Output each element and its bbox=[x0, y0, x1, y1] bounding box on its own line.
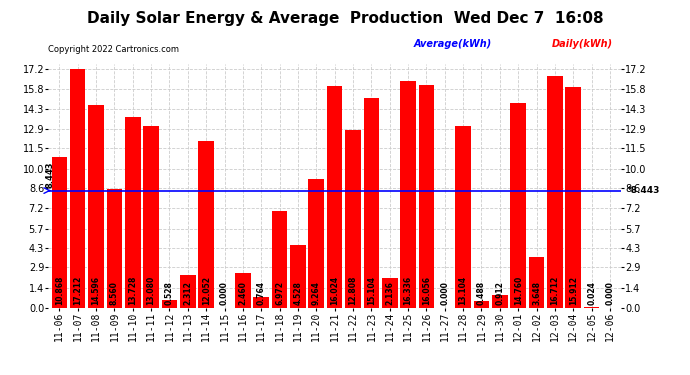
Text: 0.764: 0.764 bbox=[257, 281, 266, 305]
Bar bbox=[566, 87, 581, 308]
Bar bbox=[308, 179, 324, 308]
Text: 0.000: 0.000 bbox=[606, 282, 615, 305]
Bar bbox=[400, 81, 416, 308]
Text: 14.760: 14.760 bbox=[514, 276, 523, 305]
Bar bbox=[529, 257, 544, 307]
Text: 6.972: 6.972 bbox=[275, 281, 284, 305]
Bar bbox=[511, 103, 526, 308]
Text: *8.443: *8.443 bbox=[627, 186, 660, 195]
Text: 15.104: 15.104 bbox=[367, 276, 376, 305]
Text: 13.080: 13.080 bbox=[146, 276, 155, 305]
Text: 16.712: 16.712 bbox=[551, 276, 560, 305]
Bar bbox=[235, 273, 250, 308]
Bar bbox=[198, 141, 214, 308]
Bar bbox=[345, 130, 361, 308]
Text: 2.312: 2.312 bbox=[184, 281, 193, 305]
Text: 0.024: 0.024 bbox=[587, 282, 596, 305]
Text: 0.000: 0.000 bbox=[220, 282, 229, 305]
Bar bbox=[492, 295, 508, 307]
Text: Daily Solar Energy & Average  Production  Wed Dec 7  16:08: Daily Solar Energy & Average Production … bbox=[87, 11, 603, 26]
Bar bbox=[364, 98, 380, 308]
Text: 8.443: 8.443 bbox=[46, 162, 55, 189]
Text: 12.052: 12.052 bbox=[201, 276, 210, 305]
Bar bbox=[474, 301, 489, 307]
Text: 3.648: 3.648 bbox=[532, 281, 541, 305]
Text: 13.728: 13.728 bbox=[128, 275, 137, 305]
Bar bbox=[253, 297, 269, 307]
Text: 9.264: 9.264 bbox=[312, 281, 321, 305]
Bar bbox=[70, 69, 86, 308]
Text: Copyright 2022 Cartronics.com: Copyright 2022 Cartronics.com bbox=[48, 45, 179, 54]
Text: 16.056: 16.056 bbox=[422, 276, 431, 305]
Text: 10.868: 10.868 bbox=[55, 275, 63, 305]
Text: 14.596: 14.596 bbox=[92, 276, 101, 305]
Text: 0.000: 0.000 bbox=[440, 282, 449, 305]
Bar bbox=[327, 86, 342, 308]
Bar bbox=[547, 76, 563, 308]
Text: 0.488: 0.488 bbox=[477, 280, 486, 305]
Text: 0.528: 0.528 bbox=[165, 281, 174, 305]
Text: 17.212: 17.212 bbox=[73, 276, 82, 305]
Bar bbox=[272, 211, 287, 308]
Text: 16.024: 16.024 bbox=[330, 276, 339, 305]
Text: 2.460: 2.460 bbox=[238, 281, 248, 305]
Bar bbox=[382, 278, 397, 308]
Text: 15.912: 15.912 bbox=[569, 276, 578, 305]
Bar bbox=[88, 105, 104, 308]
Text: 13.104: 13.104 bbox=[459, 276, 468, 305]
Text: Average(kWh): Average(kWh) bbox=[414, 39, 492, 50]
Bar bbox=[180, 276, 195, 308]
Text: 4.528: 4.528 bbox=[293, 281, 302, 305]
Text: 2.136: 2.136 bbox=[385, 281, 394, 305]
Text: 12.808: 12.808 bbox=[348, 275, 357, 305]
Text: Daily(kWh): Daily(kWh) bbox=[552, 39, 613, 50]
Bar bbox=[161, 300, 177, 307]
Text: 0.912: 0.912 bbox=[495, 281, 504, 305]
Bar bbox=[144, 126, 159, 308]
Bar bbox=[290, 245, 306, 308]
Bar bbox=[455, 126, 471, 308]
Bar bbox=[52, 157, 67, 308]
Bar bbox=[125, 117, 141, 308]
Bar bbox=[419, 85, 434, 308]
Text: 8.560: 8.560 bbox=[110, 281, 119, 305]
Text: 16.336: 16.336 bbox=[404, 276, 413, 305]
Bar bbox=[106, 189, 122, 308]
